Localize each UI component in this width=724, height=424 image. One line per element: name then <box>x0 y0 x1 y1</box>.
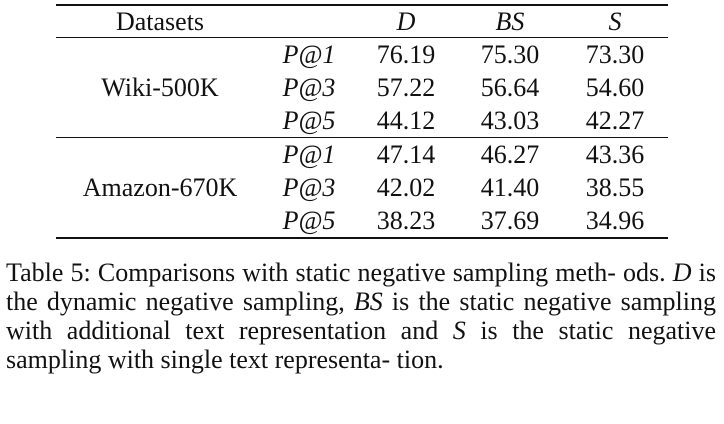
caption-text: Table 5: Comparisons with static negativ… <box>6 258 616 287</box>
caption-text: is the static <box>382 287 515 316</box>
table-row: Amazon-670K P@1 47.14 46.27 43.36 <box>56 138 668 200</box>
value-cell: 54.60 <box>585 72 645 102</box>
value-cell: 34.96 <box>585 205 645 235</box>
metric-cell: P@3 <box>282 172 336 202</box>
metric-cell: P@5 <box>282 205 336 235</box>
dataset-label: Wiki-500K <box>101 72 219 102</box>
value-cell: 42.02 <box>376 172 436 202</box>
value-cell: 47.14 <box>376 139 436 169</box>
dataset-label: Amazon-670K <box>82 172 238 202</box>
header-bs: BS <box>495 6 525 36</box>
value-cell: 42.27 <box>585 105 645 135</box>
header-d: D <box>396 6 416 36</box>
table-row: P@3 42.02 41.40 38.55 <box>56 171 668 204</box>
value-cell: 75.30 <box>480 39 540 69</box>
caption-text: ods. <box>623 258 673 287</box>
table-row: P@3 57.22 56.64 54.60 <box>56 71 668 104</box>
caption-symbol: D <box>672 258 692 287</box>
caption-text: is the static negative sampling with sin… <box>6 316 717 374</box>
value-cell: 43.03 <box>480 105 540 135</box>
header-s: S <box>608 6 622 36</box>
table-row: P@5 44.12 43.03 42.27 <box>56 104 668 138</box>
table-caption: Table 5: Comparisons with static negativ… <box>6 258 716 374</box>
results-table-container: Datasets D BS S Wiki-500K P@1 76.19 75.3… <box>56 4 668 239</box>
value-cell: 38.55 <box>585 172 645 202</box>
caption-symbol: BS <box>353 287 383 316</box>
value-cell: 46.27 <box>480 139 540 169</box>
header-metric <box>264 5 354 38</box>
table-header-row: Datasets D BS S <box>56 5 668 38</box>
table-row: Wiki-500K P@1 76.19 75.30 73.30 <box>56 38 668 100</box>
caption-text: tion. <box>396 345 444 374</box>
value-cell: 73.30 <box>585 39 645 69</box>
value-cell: 38.23 <box>376 205 436 235</box>
value-cell: 56.64 <box>480 72 540 102</box>
table-row: P@5 38.23 37.69 34.96 <box>56 204 668 238</box>
caption-text: is the dynamic negative sampling, <box>6 258 717 316</box>
metric-cell: P@5 <box>282 105 336 135</box>
value-cell: 44.12 <box>376 105 436 135</box>
results-table: Datasets D BS S Wiki-500K P@1 76.19 75.3… <box>56 4 668 239</box>
header-datasets: Datasets <box>115 6 205 36</box>
metric-cell: P@1 <box>282 139 336 169</box>
value-cell: 76.19 <box>376 39 436 69</box>
value-cell: 43.36 <box>585 139 645 169</box>
metric-cell: P@1 <box>282 39 336 69</box>
table-group-amazon: Amazon-670K P@1 47.14 46.27 43.36 P@3 42… <box>56 137 668 238</box>
caption-text: negative sampling with additional text r… <box>6 287 717 345</box>
value-cell: 41.40 <box>480 172 540 202</box>
value-cell: 37.69 <box>480 205 540 235</box>
table-group-wiki: Wiki-500K P@1 76.19 75.30 73.30 P@3 57.2… <box>56 38 668 138</box>
value-cell: 57.22 <box>376 72 436 102</box>
caption-symbol: S <box>452 316 466 345</box>
metric-cell: P@3 <box>282 72 336 102</box>
